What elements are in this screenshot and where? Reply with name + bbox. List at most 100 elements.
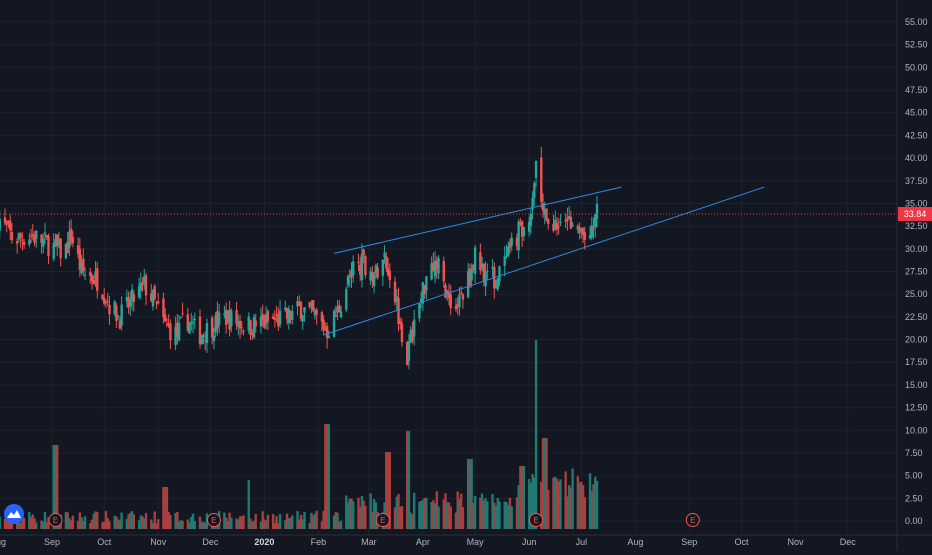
- candle-body: [259, 316, 263, 327]
- volume-bar: [498, 501, 501, 529]
- volume-bar: [520, 466, 524, 529]
- price-tick-label: 17.50: [905, 357, 928, 367]
- volume-bar: [186, 519, 190, 529]
- tradingview-logo-icon[interactable]: [4, 504, 24, 524]
- volume-bar: [386, 452, 390, 529]
- volume-bar: [273, 522, 277, 529]
- volume-bar: [395, 496, 398, 529]
- volume-bar: [52, 445, 55, 529]
- candle-body: [357, 262, 360, 264]
- volume-bar: [71, 515, 75, 529]
- candle-body: [66, 241, 69, 253]
- time-tick-label: May: [467, 537, 485, 547]
- candle-body: [40, 234, 43, 243]
- volume-bar: [285, 513, 289, 529]
- volume-bar: [275, 516, 278, 529]
- candle-body: [433, 260, 437, 277]
- volume-bar: [348, 498, 351, 529]
- last-price-label: 33.84: [904, 209, 927, 219]
- price-tick-label: 20.00: [905, 335, 928, 345]
- volume-bar: [150, 519, 153, 529]
- candle-body: [564, 220, 567, 222]
- time-axis[interactable]: Aug Sep Oct Nov Dec 2020 Feb Mar Apr May Jun Jul Aug…: [0, 537, 856, 547]
- earnings-marker-circle: [206, 513, 221, 527]
- candle-body: [113, 301, 116, 315]
- volume-bar: [446, 502, 449, 529]
- time-tick-label: Nov: [788, 537, 805, 547]
- volume-bar: [458, 498, 461, 529]
- volume-bar: [118, 520, 122, 529]
- volume-bar: [80, 517, 83, 529]
- earnings-marker-circle: [685, 513, 700, 527]
- candle-body: [400, 323, 404, 343]
- candle-body: [116, 315, 120, 317]
- candle-body: [177, 322, 181, 341]
- candle-body: [144, 275, 148, 296]
- candle-body: [484, 271, 487, 287]
- candle-body: [169, 323, 172, 341]
- earnings-marker[interactable]: E: [48, 513, 63, 527]
- price-axis[interactable]: 55.00 52.50 50.00 47.50 45.00 42.50 40.00 37.50…: [905, 17, 928, 526]
- candle-body: [505, 255, 508, 257]
- volume-bar: [364, 505, 367, 529]
- volume-bar: [594, 476, 597, 529]
- earnings-marker-circle: [529, 513, 544, 527]
- candle-body: [409, 329, 412, 343]
- volume-bar: [106, 518, 109, 529]
- volume-bar: [259, 521, 263, 529]
- candle-body: [540, 157, 543, 202]
- volume-bar: [299, 515, 303, 529]
- volume-bar: [308, 522, 311, 529]
- candle-body: [510, 237, 513, 246]
- volume-bar: [29, 516, 33, 529]
- volume-bar: [411, 514, 414, 529]
- candle-body: [17, 232, 21, 240]
- volume-bar: [113, 515, 116, 529]
- volume-bar: [127, 514, 130, 529]
- volume-bar: [522, 466, 526, 529]
- volume-bar: [540, 481, 543, 529]
- candle-body: [19, 233, 22, 238]
- volume-bar: [325, 424, 329, 529]
- volume-bar: [296, 511, 299, 529]
- time-tick-label: Dec: [840, 537, 857, 547]
- candle-body: [446, 290, 449, 295]
- volume-bar: [191, 513, 195, 529]
- upper-trendline: [333, 186, 622, 254]
- candle-body: [47, 235, 50, 257]
- candle-body: [3, 217, 7, 223]
- volume-bar: [508, 497, 512, 529]
- candle-body: [494, 284, 498, 289]
- candle-body: [595, 203, 599, 219]
- volume-bar: [177, 521, 181, 529]
- volume-bar: [33, 518, 36, 529]
- volume-bar: [557, 481, 560, 529]
- candle-body: [249, 320, 252, 335]
- volume-bar: [188, 522, 191, 529]
- candle-body: [386, 268, 390, 276]
- volume-bar: [277, 523, 280, 529]
- trendlines[interactable]: [323, 186, 765, 336]
- volume-bar: [143, 518, 146, 529]
- volume-bar: [320, 521, 324, 529]
- volume-bar: [5, 517, 8, 529]
- volume-bar: [66, 512, 69, 529]
- earnings-marker[interactable]: E: [206, 513, 221, 527]
- earnings-marker[interactable]: E: [685, 513, 700, 527]
- earnings-marker[interactable]: E: [529, 513, 544, 527]
- lower-trendline: [323, 186, 765, 336]
- candle-body: [301, 315, 304, 322]
- candle-body: [80, 261, 83, 274]
- candle-body: [421, 282, 425, 304]
- candle-body: [479, 252, 482, 271]
- candle-body: [571, 224, 574, 227]
- volume-bar: [327, 424, 331, 529]
- earnings-marker[interactable]: E: [375, 513, 390, 527]
- volume-bar: [581, 485, 585, 529]
- candle-body: [461, 294, 465, 300]
- volume-bar: [230, 517, 233, 529]
- candle-body: [552, 223, 555, 231]
